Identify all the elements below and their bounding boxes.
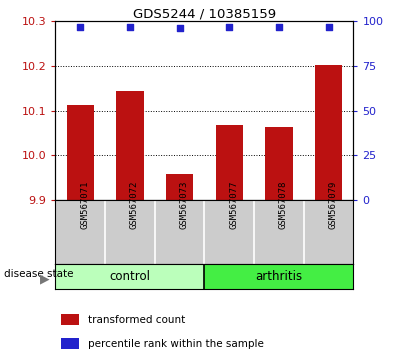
Text: transformed count: transformed count xyxy=(88,315,185,325)
Text: ▶: ▶ xyxy=(40,273,50,285)
Point xyxy=(276,24,282,29)
Point xyxy=(326,24,332,29)
Text: GSM567073: GSM567073 xyxy=(180,181,189,229)
Text: GSM567078: GSM567078 xyxy=(279,181,288,229)
Point xyxy=(127,24,133,29)
Point xyxy=(176,25,183,31)
Bar xyxy=(216,125,243,200)
Title: GDS5244 / 10385159: GDS5244 / 10385159 xyxy=(133,7,276,20)
Text: GSM567071: GSM567071 xyxy=(80,181,89,229)
Text: GSM567077: GSM567077 xyxy=(229,181,238,229)
Text: disease state: disease state xyxy=(4,269,74,279)
Bar xyxy=(266,127,293,200)
Bar xyxy=(166,174,193,200)
Bar xyxy=(67,105,94,200)
Point xyxy=(77,24,83,29)
Bar xyxy=(62,338,79,349)
Bar xyxy=(116,91,143,200)
Text: arthritis: arthritis xyxy=(255,270,302,282)
Point xyxy=(226,24,233,29)
Text: GSM567072: GSM567072 xyxy=(130,181,139,229)
Bar xyxy=(62,314,79,325)
Text: control: control xyxy=(109,270,150,282)
Text: GSM567079: GSM567079 xyxy=(329,181,337,229)
Text: percentile rank within the sample: percentile rank within the sample xyxy=(88,338,264,349)
Bar xyxy=(315,65,342,200)
